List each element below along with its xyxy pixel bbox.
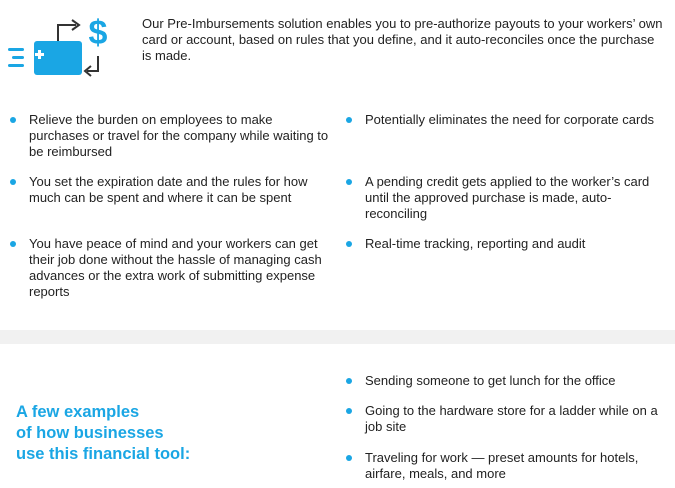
benefit-item: Relieve the burden on employees to make … bbox=[0, 112, 330, 160]
examples-heading: A few examples of how businesses use thi… bbox=[16, 402, 256, 465]
intro-description: Our Pre-Imbursements solution enables yo… bbox=[142, 16, 663, 63]
svg-text:$: $ bbox=[89, 14, 108, 52]
benefit-item: A pending credit gets applied to the wor… bbox=[336, 174, 666, 222]
examples-heading-line: A few examples bbox=[16, 403, 140, 421]
examples-heading-line: of how businesses bbox=[16, 424, 164, 442]
benefit-item: Potentially eliminates the need for corp… bbox=[336, 112, 666, 128]
examples-heading-line: use this financial tool: bbox=[16, 445, 191, 463]
example-item: Going to the hardware store for a ladder… bbox=[336, 403, 666, 435]
card-payout-dollar-icon: $ bbox=[8, 14, 108, 77]
example-item: Traveling for work — preset amounts for … bbox=[336, 450, 666, 482]
benefit-item: You have peace of mind and your workers … bbox=[0, 236, 325, 300]
benefit-item: Real-time tracking, reporting and audit bbox=[336, 236, 666, 252]
example-item: Sending someone to get lunch for the off… bbox=[336, 373, 666, 389]
benefit-item: You set the expiration date and the rule… bbox=[0, 174, 335, 206]
intro-section: $ Our Pre-Imbursements solution enables … bbox=[0, 0, 675, 100]
section-divider bbox=[0, 330, 675, 344]
benefits-list: Relieve the burden on employees to make … bbox=[0, 108, 675, 308]
